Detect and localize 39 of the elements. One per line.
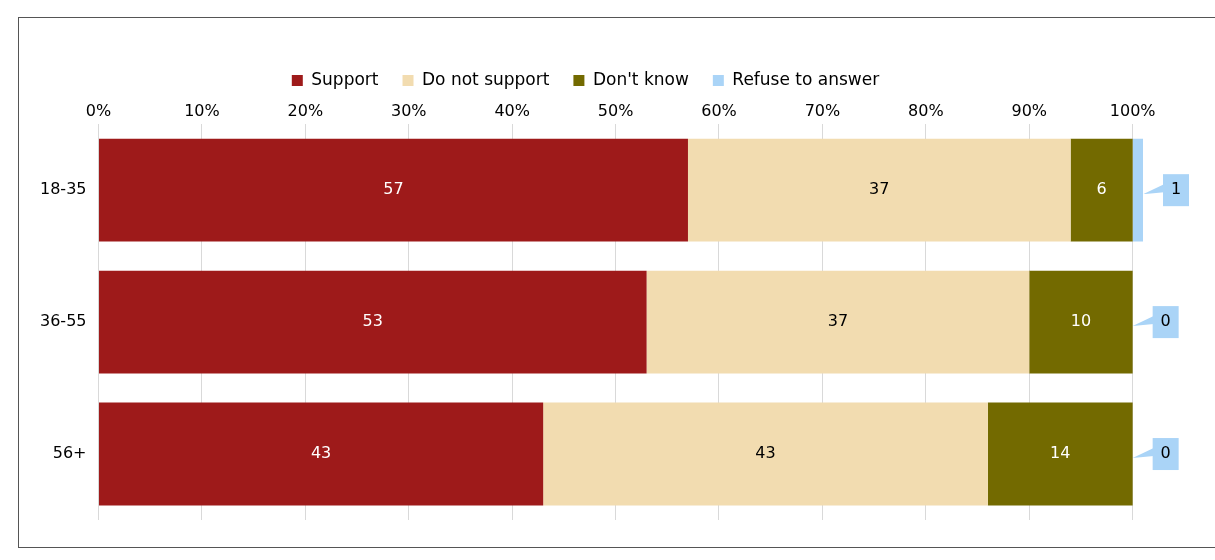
data-label: 37 xyxy=(827,311,849,331)
legend-label: Refuse to answer xyxy=(732,68,880,89)
x-tick-label: 80% xyxy=(908,100,944,120)
data-label: 43 xyxy=(310,443,332,463)
data-label: 57 xyxy=(383,179,404,199)
data-label: 1 xyxy=(1170,179,1182,199)
data-label: 6 xyxy=(1096,179,1107,199)
x-tick-label: 10% xyxy=(184,100,220,120)
y-tick-label: 56+ xyxy=(52,443,87,463)
bar xyxy=(98,270,647,374)
y-tick-label: 18-35 xyxy=(39,179,87,199)
x-tick-label: 30% xyxy=(390,100,427,120)
bar xyxy=(98,402,544,506)
x-tick-label: 0% xyxy=(85,100,112,120)
bar xyxy=(1070,138,1133,242)
legend-label: Support xyxy=(311,68,379,89)
legend-label: Do not support xyxy=(422,68,550,89)
data-label: 53 xyxy=(362,311,383,331)
x-tick-label: 20% xyxy=(287,100,324,120)
data-label: 0 xyxy=(1160,311,1171,331)
y-tick-label: 36-55 xyxy=(39,311,87,331)
x-tick-label: 50% xyxy=(597,100,634,120)
x-tick-label: 100% xyxy=(1109,100,1156,120)
data-label: 37 xyxy=(869,179,890,199)
bar xyxy=(646,270,1030,374)
bar xyxy=(687,138,1071,242)
bar xyxy=(987,402,1133,506)
x-tick-label: 60% xyxy=(701,100,737,120)
data-label: 0 xyxy=(1160,443,1171,463)
data-label: 43 xyxy=(755,443,776,463)
bar xyxy=(543,402,988,506)
data-label: 10 xyxy=(1070,311,1092,331)
bar xyxy=(1029,270,1133,374)
legend-label: Don't know xyxy=(592,68,689,89)
x-tick-label: 40% xyxy=(494,100,530,120)
data-label: 14 xyxy=(1050,443,1071,463)
x-tick-label: 70% xyxy=(804,100,841,120)
x-tick-label: 90% xyxy=(1011,100,1048,120)
bar xyxy=(98,138,688,242)
